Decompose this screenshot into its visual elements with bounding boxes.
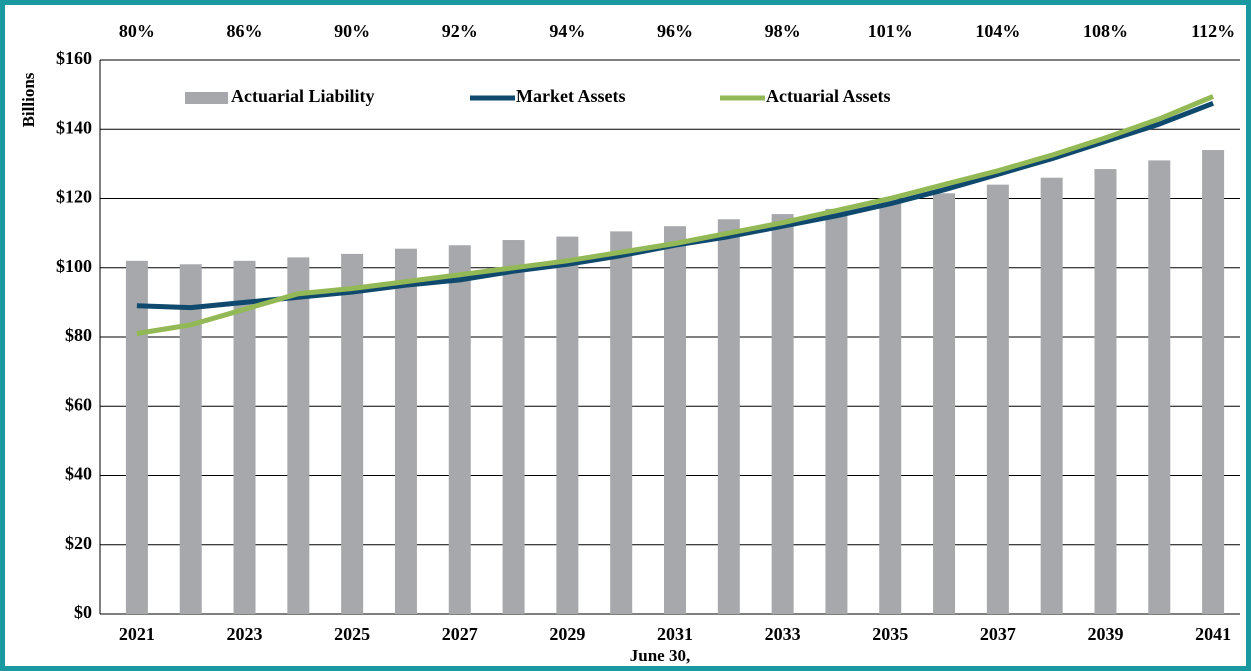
x-axis-title: June 30, [630,646,690,665]
y-tick-label: $160 [56,48,92,68]
y-tick-label: $40 [65,464,92,484]
y-tick-label: $140 [56,117,92,137]
bar [610,231,633,615]
bar [125,260,148,614]
top-tick-label: 112% [1191,21,1235,41]
x-tick-label: 2041 [1195,624,1231,644]
bar [448,245,471,614]
x-tick-label: 2033 [765,624,801,644]
bar [825,208,848,614]
x-tick-label: 2025 [334,624,370,644]
x-tick-label: 2027 [442,624,478,644]
bar [1040,177,1063,614]
top-tick-label: 92% [442,21,478,41]
bar [556,236,579,614]
x-tick-label: 2035 [872,624,908,644]
legend-label: Actuarial Assets [766,86,891,106]
x-tick-label: 2021 [119,624,155,644]
top-tick-label: 98% [765,21,801,41]
bar [664,226,686,614]
bar [933,193,956,614]
x-tick-label: 2037 [980,624,1016,644]
top-tick-label: 80% [119,21,155,41]
bar [879,201,902,614]
y-tick-label: $20 [65,533,92,553]
bar [394,248,417,615]
top-tick-label: 86% [227,21,263,41]
bar [717,219,740,614]
bar [341,253,364,614]
line [136,94,1215,336]
bar [502,240,525,615]
y-tick-label: $80 [65,325,92,345]
bar [179,264,202,614]
bar [287,257,310,614]
top-tick-label: 90% [334,21,370,41]
x-tick-label: 2031 [657,624,693,644]
x-tick-label: 2039 [1087,624,1123,644]
bar [986,184,1009,614]
bar [1148,160,1171,614]
x-tick-label: 2029 [549,624,585,644]
top-tick-label: 94% [549,21,585,41]
bar [233,260,256,614]
y-tick-label: $60 [65,394,92,414]
legend-label: Market Assets [516,86,625,106]
top-tick-label: 108% [1083,21,1128,41]
y-tick-label: $120 [56,187,92,207]
y-axis-title: Billions [19,72,38,127]
top-tick-label: 101% [868,21,913,41]
y-tick-label: $0 [74,602,92,622]
legend-label: Actuarial Liability [231,86,375,106]
top-tick-label: 96% [657,21,693,41]
x-tick-label: 2023 [227,624,263,644]
bar [1202,150,1225,614]
legend-swatch [185,92,228,104]
bar [1094,169,1117,614]
y-tick-label: $100 [56,256,92,276]
top-tick-label: 104% [975,21,1020,41]
bar [771,214,794,615]
